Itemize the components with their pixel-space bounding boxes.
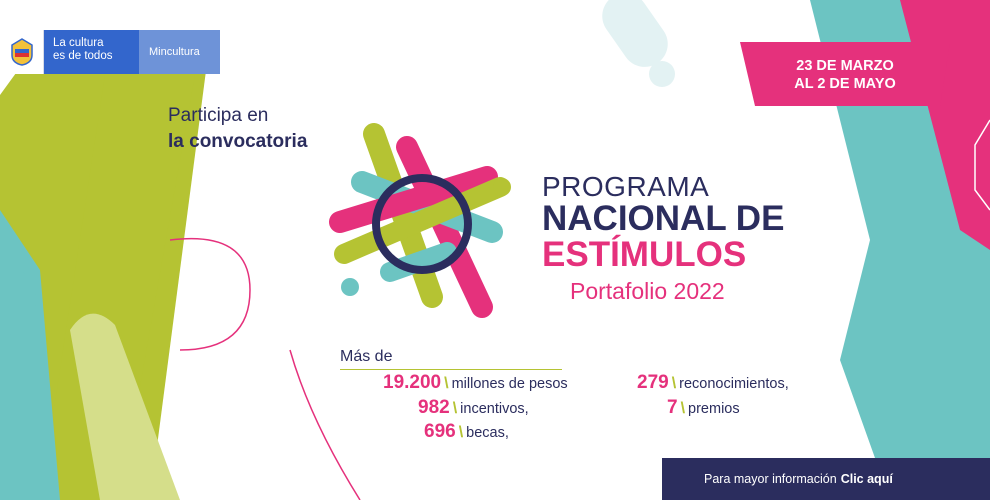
logo-stroke-lime-horizontal — [334, 177, 510, 264]
date-badge-shape — [740, 42, 950, 106]
intro-text: Participa en la convocatoria — [168, 103, 307, 155]
pink-line-bottom — [289, 349, 361, 500]
stats-lead: Más de — [340, 348, 393, 365]
logo-ring — [372, 174, 472, 274]
program-line1: PROGRAMA — [542, 171, 710, 202]
stat-label: becas, — [466, 425, 509, 441]
program-logo — [329, 123, 511, 318]
stats-underline — [340, 369, 562, 370]
stat-separator: \ — [680, 400, 686, 417]
click-here-link[interactable]: Clic aquí — [840, 472, 893, 486]
white-outline-right — [974, 119, 990, 211]
logo-stroke-pink-horizontal — [329, 166, 498, 233]
pink-arc-left — [169, 237, 251, 351]
stat-number: 19.200 — [383, 372, 442, 393]
logo-dot-teal — [341, 278, 359, 296]
program-line2: NACIONAL DE — [542, 199, 785, 238]
intro-line2: la convocatoria — [168, 131, 308, 152]
colombia-seal-icon — [0, 30, 44, 74]
stat-label: incentivos, — [460, 401, 529, 417]
culture-slogan: La cultura es de todos — [44, 30, 139, 74]
intro-line1: Participa en — [168, 105, 269, 126]
date-badge: 23 DE MARZO AL 2 DE MAYO — [757, 48, 933, 104]
stat-separator: \ — [458, 424, 464, 441]
logo-dot-lime — [493, 178, 511, 196]
ministry-label: Mincultura — [139, 30, 220, 74]
program-line3: ESTÍMULOS — [542, 235, 747, 274]
culture-line2: es de todos — [53, 50, 113, 62]
stat-number: 279 — [637, 372, 669, 393]
stats-block: Más de — [340, 348, 640, 370]
program-title: PROGRAMA NACIONAL DE ESTÍMULOS Portafoli… — [542, 172, 784, 305]
logo-stroke-pink-vertical — [396, 136, 493, 318]
pale-teal-dot-top — [649, 61, 675, 87]
stat-separator: \ — [452, 400, 458, 417]
culture-line1: La cultura — [53, 37, 104, 49]
date-line2: AL 2 DE MAYO — [794, 76, 896, 92]
portfolio-year: Portafolio 2022 — [570, 278, 725, 304]
stat-separator: \ — [444, 375, 449, 392]
more-info-button[interactable]: Para mayor información Clic aquí — [662, 458, 990, 500]
more-info-text: Para mayor información — [704, 472, 837, 486]
government-header: La cultura es de todos Mincultura — [0, 30, 220, 74]
teal-circle-left — [0, 264, 36, 336]
stat-separator: \ — [671, 375, 677, 392]
logo-stroke-teal-diagonal — [380, 242, 457, 282]
pale-teal-pill-top — [602, 0, 668, 67]
stat-number: 7 — [667, 397, 678, 418]
stat-label: reconocimientos, — [679, 376, 789, 392]
stat-label: premios — [688, 401, 740, 417]
pale-lime-bar — [70, 313, 180, 500]
teal-corner-bottom — [920, 400, 990, 460]
stat-item-prizes: 7 \ premios — [667, 397, 740, 419]
stat-item-incentives: 982 \ incentivos, — [418, 397, 529, 419]
stat-number: 982 — [418, 397, 450, 418]
date-line1: 23 DE MARZO — [796, 58, 894, 74]
stat-label: millones de pesos — [451, 376, 568, 392]
lime-band-extra — [40, 75, 195, 500]
stat-number: 696 — [424, 421, 456, 442]
stat-item-grants: 696 \ becas, — [424, 421, 509, 443]
stat-item-recognitions: 279 \ reconocimientos, — [637, 372, 789, 394]
stat-item-amount: 19.200 \ millones de pesos — [383, 372, 568, 394]
